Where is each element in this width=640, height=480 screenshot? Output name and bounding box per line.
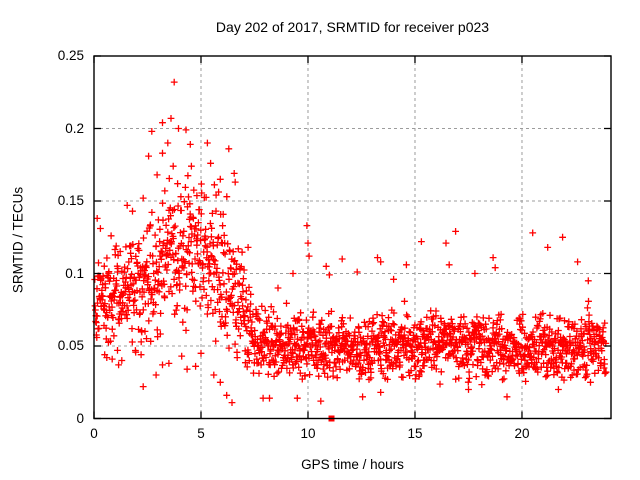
y-tick-label: 0 xyxy=(76,410,84,426)
y-tick-label: 0.05 xyxy=(57,338,84,353)
x-axis-label: GPS time / hours xyxy=(301,457,404,472)
x-tick-label: 20 xyxy=(514,426,530,441)
y-tick-label: 0.1 xyxy=(65,265,84,281)
x-tick-label: 0 xyxy=(90,426,98,441)
y-tick-label: 0.25 xyxy=(57,48,84,63)
x-tick-label: 5 xyxy=(197,426,205,441)
plot-border xyxy=(93,55,612,420)
x-tick-label: 10 xyxy=(300,426,316,441)
chart-title: Day 202 of 2017, SRMTID for receiver p02… xyxy=(215,19,490,35)
data-points xyxy=(91,78,610,406)
x-tick-label: 15 xyxy=(407,426,423,441)
y-tick-label: 0.2 xyxy=(65,120,84,136)
y-tick-label: 0.15 xyxy=(57,193,84,208)
